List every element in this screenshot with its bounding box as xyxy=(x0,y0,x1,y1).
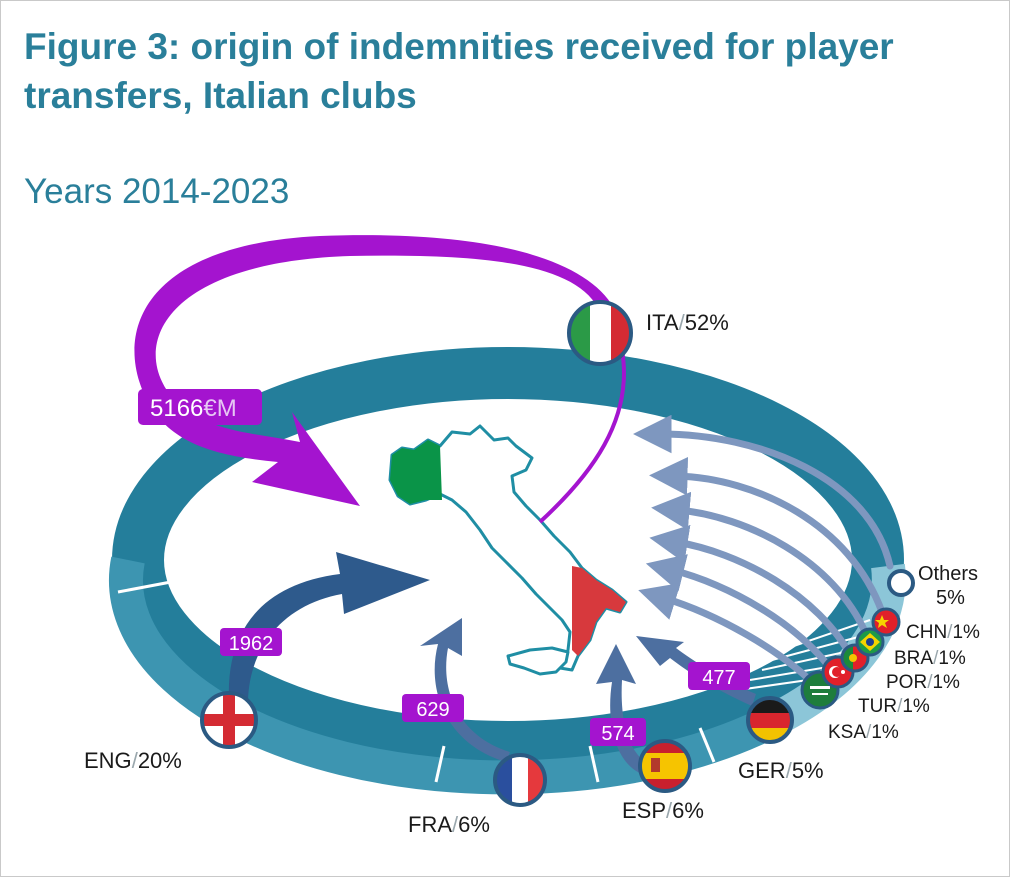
figure-subtitle: Years 2014-2023 xyxy=(24,172,290,211)
label-bra: BRA/1% xyxy=(894,648,966,669)
italy-flag-icon xyxy=(567,300,633,366)
label-eng: ENG/20% xyxy=(84,748,182,773)
brazil-flag-icon xyxy=(855,627,885,657)
label-others-pct: 5% xyxy=(936,587,965,609)
italy-green-region xyxy=(390,440,442,504)
china-flag-icon xyxy=(871,607,901,637)
italy-red-region xyxy=(572,566,626,656)
label-others: Others xyxy=(918,563,978,585)
spain-flag-icon xyxy=(638,739,692,793)
italy-map xyxy=(388,424,628,676)
amount-fra-value: 629 xyxy=(416,699,449,721)
amount-box-ger: 477 xyxy=(688,662,750,690)
label-esp: ESP/6% xyxy=(622,798,704,823)
label-ita: ITA/52% xyxy=(646,310,729,335)
amount-eng-value: 1962 xyxy=(229,633,274,655)
amount-ita-value: 5166€M xyxy=(150,395,237,422)
esp-flow-arrow xyxy=(596,644,652,776)
label-ksa: KSA/1% xyxy=(828,722,899,743)
amount-esp-value: 574 xyxy=(601,723,634,745)
label-fra: FRA/6% xyxy=(408,812,490,837)
label-chn: CHN/1% xyxy=(906,622,980,643)
ring-dividers xyxy=(117,576,716,783)
small-flow-arrows xyxy=(633,414,894,694)
label-tur: TUR/1% xyxy=(858,696,930,717)
label-ger: GER/5% xyxy=(738,758,824,783)
amount-box-ita: 5166€M xyxy=(138,389,262,425)
sicily xyxy=(506,646,570,676)
germany-flag-icon xyxy=(746,696,794,744)
figure-title: Figure 3: origin of indemnities received… xyxy=(24,26,894,116)
fra-flow-arrow xyxy=(420,618,510,762)
eng-flow-arrow xyxy=(228,552,430,700)
domestic-flow-arrow xyxy=(134,235,614,506)
amount-box-eng: 1962 xyxy=(220,628,282,656)
amount-ger-value: 477 xyxy=(702,667,735,689)
domestic-thin-line xyxy=(538,349,626,524)
ring-band xyxy=(112,347,904,773)
england-flag-icon xyxy=(200,691,258,749)
others-circle-icon xyxy=(887,569,915,597)
amount-box-fra: 629 xyxy=(402,694,464,722)
label-por: POR/1% xyxy=(886,672,960,693)
france-flag-icon xyxy=(493,753,547,807)
amount-box-esp: 574 xyxy=(590,718,646,746)
